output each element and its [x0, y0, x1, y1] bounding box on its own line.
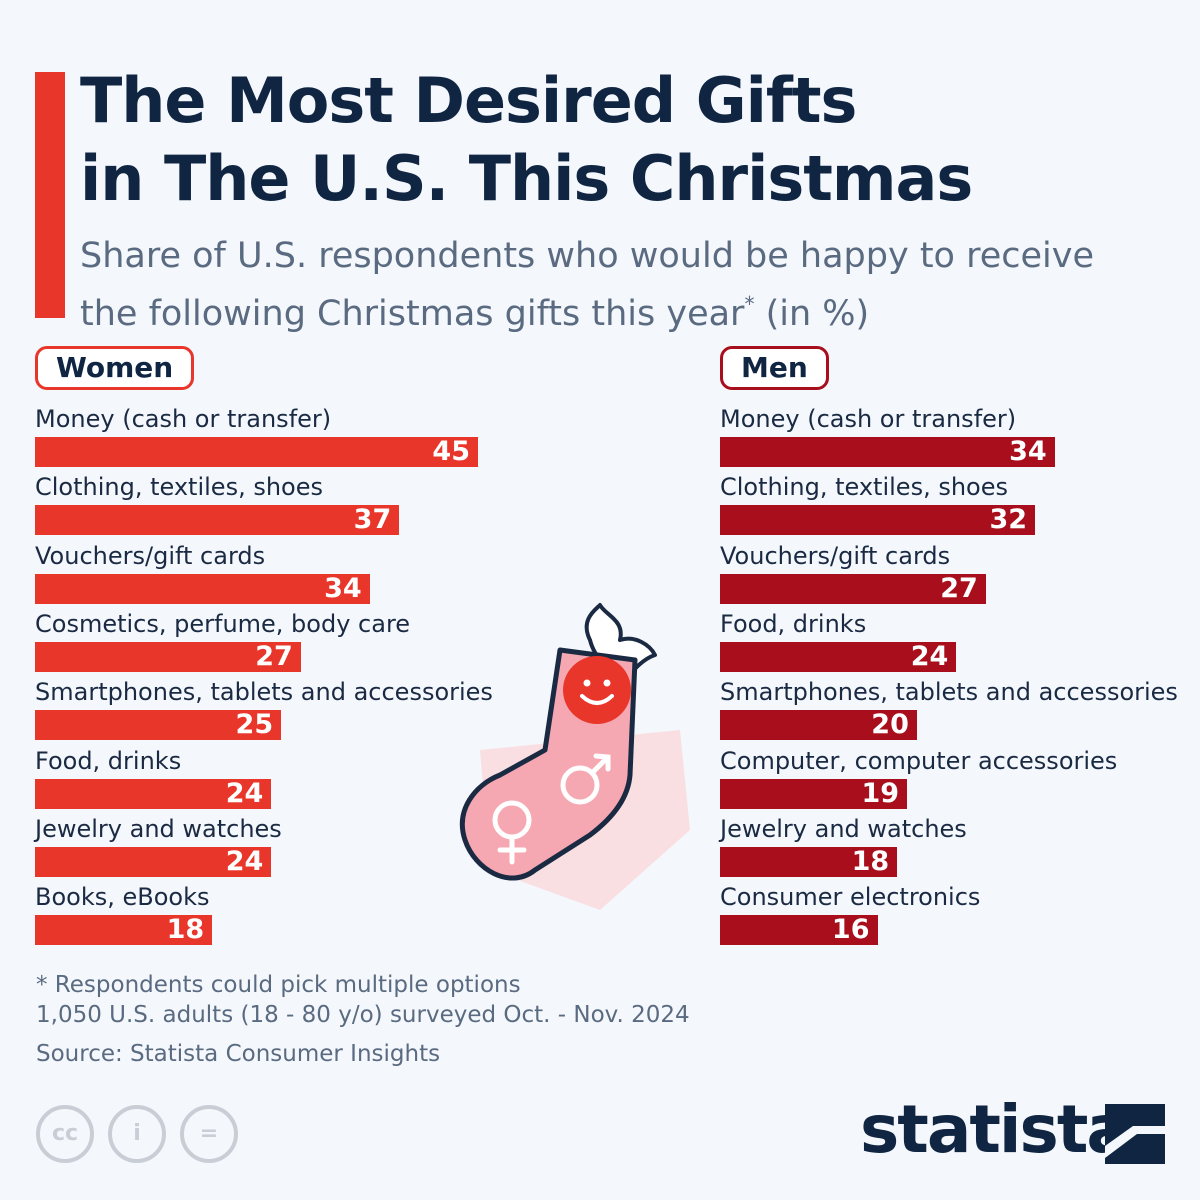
men-category-label: Vouchers/gift cards	[720, 541, 951, 570]
men-bar: 18	[720, 845, 898, 877]
smiley-mouth	[580, 694, 614, 705]
statista-logo-mark-icon	[1105, 1104, 1165, 1164]
women-category-label: Food, drinks	[35, 746, 182, 775]
men-bar: 19	[720, 777, 908, 809]
men-category-label: Money (cash or transfer)	[720, 405, 1017, 433]
male-symbol-icon	[560, 753, 611, 805]
women-category-label: Smartphones, tablets and accessories	[35, 678, 493, 707]
men-bar: 34	[720, 437, 1055, 467]
license-icons: cc i =	[36, 1105, 246, 1165]
men-bar-value-label: 20	[871, 709, 909, 741]
men-category-label: Consumer electronics	[720, 883, 981, 912]
title-line-1: The Most Desired Gifts	[80, 64, 857, 137]
women-category-label: Clothing, textiles, shoes	[35, 473, 323, 502]
women-bar-row: Money (cash or transfer) 45	[35, 400, 495, 468]
men-category-label: Jewelry and watches	[720, 814, 967, 843]
subtitle-line-2-text: the following Christmas gifts this year	[80, 294, 745, 334]
women-category-label: Money (cash or transfer)	[35, 405, 332, 433]
men-category-label: Clothing, textiles, shoes	[720, 473, 1008, 502]
subtitle-line-1: Share of U.S. respondents who would be h…	[80, 236, 1094, 276]
women-bar: 24	[35, 777, 272, 809]
women-category-label: Cosmetics, perfume, body care	[35, 609, 411, 638]
women-bar-row: Food, drinks 24	[35, 742, 495, 810]
women-bar-row: Vouchers/gift cards 34	[35, 537, 495, 605]
smiley-icon	[563, 656, 631, 724]
men-bar-row: Food, drinks 24	[720, 605, 1180, 673]
women-bar-value-label: 18	[166, 914, 205, 946]
women-category-label: Jewelry and watches	[35, 814, 282, 843]
women-bar: 27	[35, 640, 301, 672]
men-category-label: Food, drinks	[720, 609, 867, 638]
women-bar-row: Books, eBooks 18	[35, 878, 495, 946]
women-bar-value-label: 25	[235, 709, 274, 741]
women-bar-value-label: 37	[353, 504, 392, 536]
source-note: Source: Statista Consumer Insights	[36, 1041, 441, 1067]
statista-logo[interactable]: statista	[860, 1090, 1170, 1170]
chart-title: The Most Desired Gifts in The U.S. This …	[80, 62, 1180, 218]
men-bar: 16	[720, 914, 878, 946]
female-symbol-icon	[492, 800, 532, 865]
women-bar-value-label: 34	[324, 572, 362, 604]
women-bar: 45	[35, 437, 478, 467]
men-bar-row: Vouchers/gift cards 27	[720, 537, 1180, 605]
men-bar-value-label: 32	[989, 504, 1028, 536]
men-bar-value-label: 24	[910, 640, 949, 672]
men-bar: 32	[720, 504, 1036, 536]
women-bar: 37	[35, 504, 400, 536]
subtitle-asterisk: *	[744, 292, 755, 316]
men-bar: 24	[720, 640, 957, 672]
no-derivatives-icon[interactable]: =	[180, 1105, 238, 1163]
logo-text: statista	[860, 1091, 1131, 1168]
women-bar-row: Jewelry and watches 24	[35, 810, 495, 878]
christmas-stocking-icon	[459, 603, 690, 910]
footnote: * Respondents could pick multiple option…	[36, 970, 736, 1030]
title-line-2: in The U.S. This Christmas	[80, 142, 973, 215]
women-bar: 18	[35, 914, 213, 946]
cc-icon[interactable]: cc	[36, 1105, 94, 1163]
women-bar: 25	[35, 709, 282, 741]
men-bar-row: Computer, computer accessories 19	[720, 742, 1180, 810]
men-bar-row: Consumer electronics 16	[720, 878, 1180, 946]
men-bar-value-label: 19	[861, 777, 900, 809]
women-bar-row: Clothing, textiles, shoes 37	[35, 468, 495, 536]
chart-subtitle: Share of U.S. respondents who would be h…	[80, 232, 1180, 338]
title-accent-bar	[35, 72, 65, 318]
women-bar-value-label: 24	[225, 845, 264, 877]
women-bar: 24	[35, 845, 272, 877]
attribution-icon[interactable]: i	[108, 1105, 166, 1163]
men-bar: 20	[720, 709, 917, 741]
men-category-label: Computer, computer accessories	[720, 746, 1118, 775]
men-group-label: Men	[720, 346, 829, 390]
subtitle-line-2: the following Christmas gifts this year*…	[80, 280, 1180, 338]
men-bar-value-label: 18	[851, 845, 890, 877]
men-bar-value-label: 34	[1009, 436, 1047, 467]
men-bar-row: Jewelry and watches 18	[720, 810, 1180, 878]
men-bar-row: Money (cash or transfer) 34	[720, 400, 1180, 468]
women-category-label: Vouchers/gift cards	[35, 541, 266, 570]
women-bar-value-label: 24	[225, 777, 264, 809]
subtitle-unit: (in %)	[754, 294, 870, 334]
smiley-left-eye	[583, 679, 591, 687]
men-bar-value-label: 27	[940, 572, 978, 604]
men-category-label: Smartphones, tablets and accessories	[720, 678, 1178, 707]
men-bar-value-label: 16	[831, 914, 870, 946]
women-bar-value-label: 27	[255, 640, 293, 672]
footnote-line-2: 1,050 U.S. adults (18 - 80 y/o) surveyed…	[36, 1002, 690, 1028]
men-bar-row: Smartphones, tablets and accessories 20	[720, 673, 1180, 741]
women-bar-row: Cosmetics, perfume, body care 27	[35, 605, 495, 673]
footnote-line-1: * Respondents could pick multiple option…	[36, 972, 521, 998]
women-bar: 34	[35, 572, 370, 604]
smiley-right-eye	[603, 679, 611, 687]
men-bar: 27	[720, 572, 986, 604]
women-group-label: Women	[35, 346, 195, 390]
women-bar-value-label: 45	[432, 436, 470, 467]
men-bar-row: Clothing, textiles, shoes 32	[720, 468, 1180, 536]
women-category-label: Books, eBooks	[35, 883, 210, 912]
women-bar-row: Smartphones, tablets and accessories 25	[35, 673, 495, 741]
